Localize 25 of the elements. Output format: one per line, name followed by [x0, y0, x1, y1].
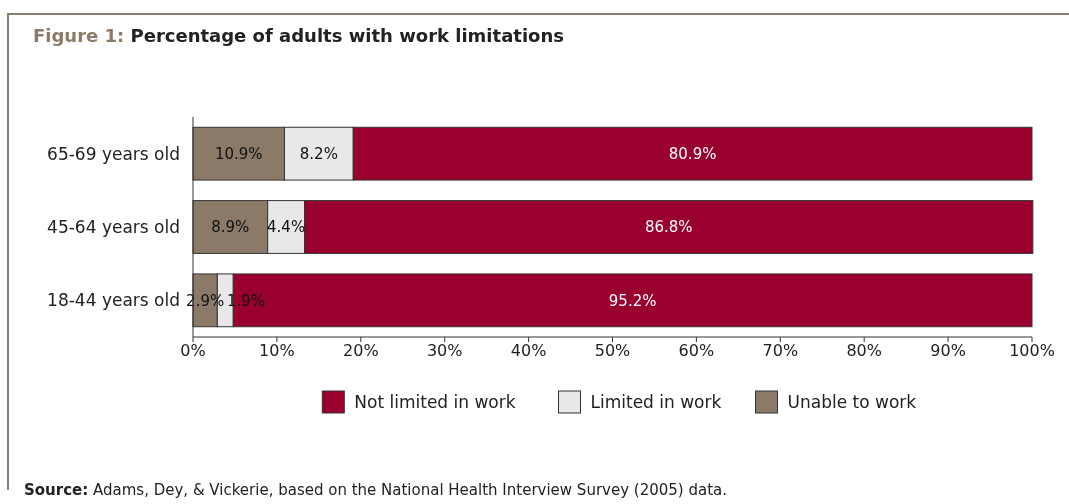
x-tick-label: 30% — [426, 341, 463, 360]
x-tick-label: 10% — [259, 341, 295, 360]
legend-label: Not limited in work — [354, 391, 516, 412]
data-label: 8.9% — [211, 218, 250, 237]
x-tick-label: 90% — [930, 341, 966, 360]
x-tick-label: 80% — [846, 341, 882, 360]
legend-label: Unable to work — [787, 391, 917, 412]
chart-title: Figure 1: Percentage of adults with work limitations — [33, 25, 564, 46]
data-label: 95.2% — [608, 291, 657, 310]
x-tick-label: 20% — [343, 341, 379, 360]
data-label: 10.9% — [214, 144, 263, 163]
data-label: 8.2% — [299, 144, 338, 163]
y-tick-label: 18-44 years old — [47, 290, 180, 311]
data-label: 86.8% — [644, 218, 693, 237]
x-tick-label: 60% — [678, 341, 715, 360]
source-note: Source: Adams, Dey, & Vickerie, based on the National Health Interview Survey (2005) data. — [24, 481, 728, 499]
x-tick-label: 70% — [762, 341, 799, 360]
y-tick-label: 65-69 years old — [47, 143, 180, 164]
x-tick-label: 100% — [1009, 341, 1055, 360]
x-tick-label: 50% — [594, 341, 631, 360]
x-tick-label: 40% — [510, 341, 547, 360]
data-label: 80.9% — [668, 144, 717, 163]
legend-label: Limited in work — [590, 391, 722, 412]
x-tick-label: 0% — [180, 341, 206, 360]
y-tick-label: 45-64 years old — [47, 216, 180, 237]
